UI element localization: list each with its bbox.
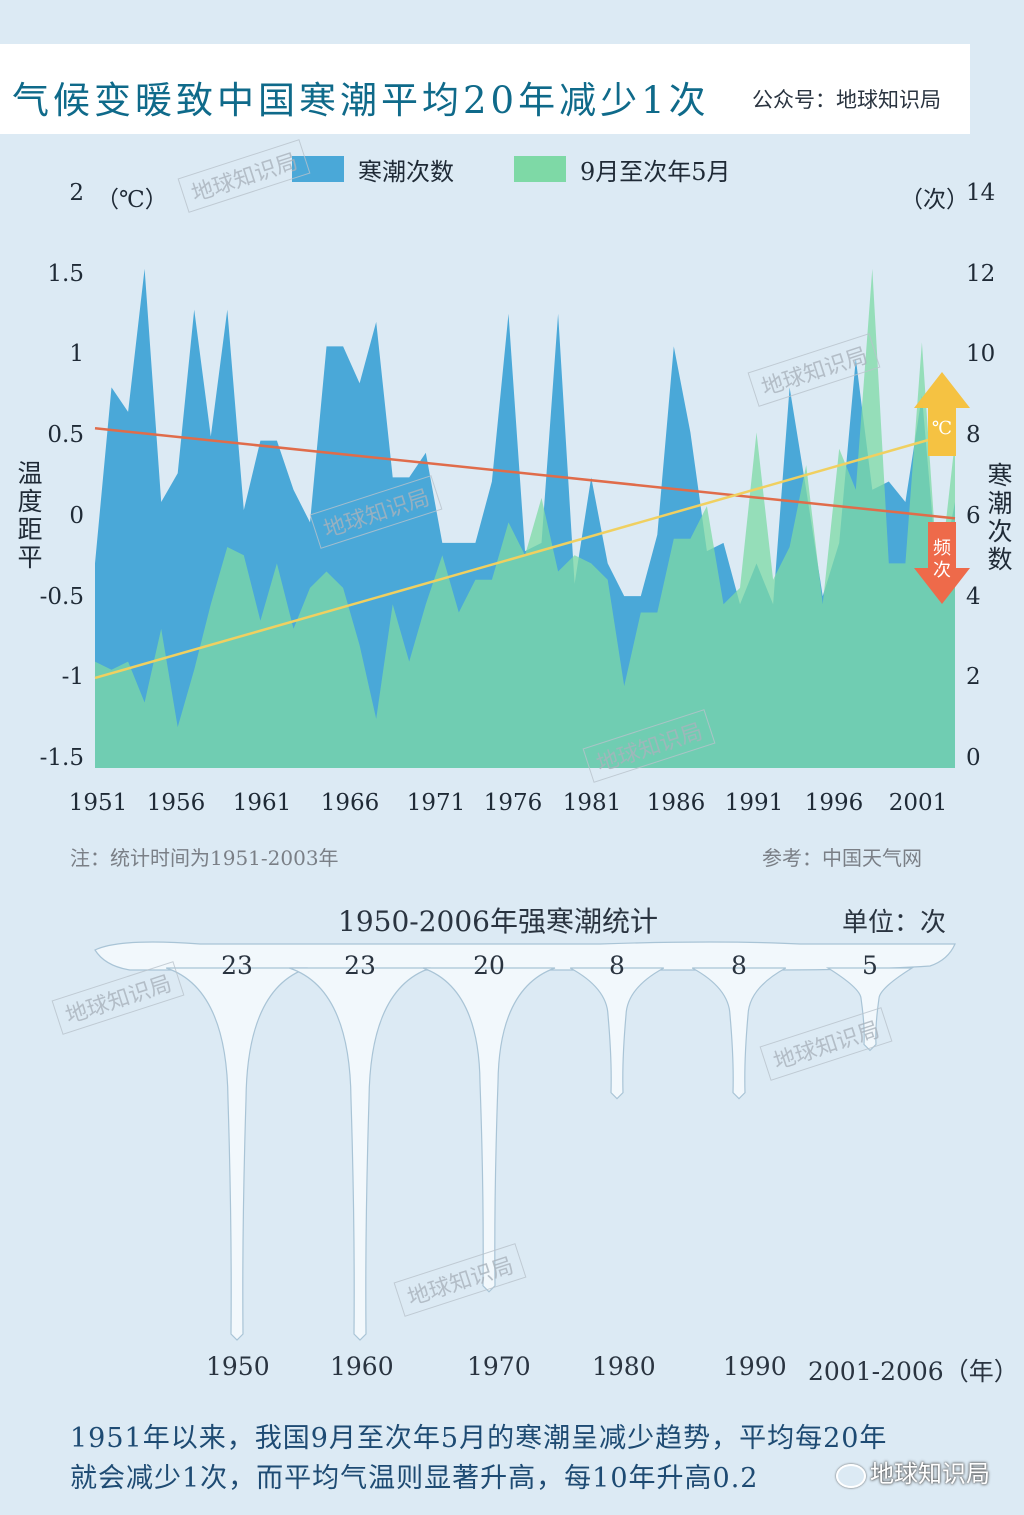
- icicle-bar: [166, 967, 308, 1341]
- legend-swatch-temperature: [514, 156, 566, 182]
- x-tick: 1961: [232, 790, 292, 816]
- right-tick: 4: [966, 584, 981, 610]
- title-bar: 气候变暖致中国寒潮平均20年减少1次 公众号：地球知识局: [0, 44, 970, 134]
- icicle-label: 1950: [206, 1352, 270, 1381]
- arrow-up-icon: [914, 372, 970, 456]
- x-tick: 1981: [562, 790, 622, 816]
- icicle-label: 1960: [330, 1352, 394, 1381]
- icicle-bar: [825, 967, 915, 1052]
- icicle-bar: [691, 967, 787, 1100]
- right-axis-unit: （次）: [900, 187, 969, 213]
- left-axis-label: 温度距平: [17, 459, 43, 572]
- cold-wave-trend-line: [94, 427, 956, 520]
- right-axis-label: 寒潮次数: [987, 461, 1013, 574]
- left-tick: 1.5: [47, 261, 84, 287]
- chart-reference: 参考：中国天气网: [762, 846, 922, 870]
- left-tick: 2: [69, 180, 84, 206]
- left-tick: -1: [61, 664, 84, 690]
- icicle-value: 23: [344, 951, 376, 980]
- left-tick: -1.5: [39, 745, 84, 771]
- arrow-up-label: ℃: [932, 418, 952, 439]
- right-tick: 10: [966, 341, 996, 367]
- x-tick: 1951: [68, 790, 128, 816]
- arrow-down-label: 频: [933, 538, 951, 559]
- temperature-trend-line: [94, 431, 956, 680]
- x-tick: 1956: [146, 790, 206, 816]
- source-label: 公众号：地球知识局: [752, 88, 941, 112]
- brand-name: 地球知识局: [870, 1460, 990, 1488]
- left-tick: 1: [69, 341, 84, 367]
- icicle-label: 2001-2006（年）: [808, 1357, 1019, 1386]
- icicle-label: 1980: [592, 1352, 656, 1381]
- brand-watermark: 地球知识局: [836, 1454, 990, 1489]
- x-tick: 1986: [646, 790, 706, 816]
- icicle-bar: [569, 967, 665, 1100]
- icicle-chart: [94, 941, 956, 1341]
- x-tick: 1976: [483, 790, 543, 816]
- legend-label-temperature: 9月至次年5月: [580, 157, 731, 186]
- legend-item-temperature: 9月至次年5月: [514, 154, 731, 186]
- x-tick: 1996: [804, 790, 864, 816]
- chat-bubble-icon: [836, 1463, 866, 1488]
- icicle-label: 1970: [467, 1352, 531, 1381]
- x-tick: 1971: [406, 790, 466, 816]
- right-tick: 6: [966, 503, 981, 529]
- page-title: 气候变暖致中国寒潮平均20年减少1次: [12, 79, 710, 122]
- arrow-down-icon: [914, 522, 970, 604]
- icicle-chart-unit: 单位：次: [842, 908, 947, 938]
- area-chart: ℃ 频次: [94, 268, 970, 768]
- x-tick: 2001: [888, 790, 948, 816]
- caption-line-1: 1951年以来，我国9月至次年5月的寒潮呈减少趋势，平均每20年: [70, 1423, 888, 1454]
- right-tick: 8: [966, 422, 981, 448]
- arrow-down-label: 次: [933, 560, 951, 581]
- chart-note: 注：统计时间为1951-2003年: [70, 846, 339, 870]
- x-tick: 1991: [724, 790, 784, 816]
- right-tick: 12: [966, 261, 996, 287]
- icicle-chart-title: 1950-2006年强寒潮统计: [338, 905, 658, 938]
- icicle-value: 23: [221, 951, 253, 980]
- legend-item-cold-wave: 寒潮次数: [292, 154, 454, 186]
- legend-label-cold-wave: 寒潮次数: [358, 157, 454, 186]
- icicle-value: 5: [862, 951, 878, 980]
- right-tick: 14: [966, 180, 996, 206]
- right-tick: 2: [966, 664, 981, 690]
- left-tick: 0.5: [47, 422, 84, 448]
- icicle-value: 20: [473, 951, 505, 980]
- icicle-value: 8: [731, 951, 747, 980]
- left-tick: -0.5: [39, 584, 84, 610]
- x-tick: 1966: [320, 790, 380, 816]
- caption-line-2: 就会减少1次，而平均气温则显著升高，每10年升高0.2: [70, 1463, 759, 1494]
- icicle-value: 8: [609, 951, 625, 980]
- icicle-bar: [422, 967, 556, 1293]
- icicle-label: 1990: [723, 1352, 787, 1381]
- legend-swatch-cold-wave: [292, 156, 344, 182]
- left-axis-unit: （℃）: [96, 187, 168, 213]
- left-tick: 0: [69, 503, 84, 529]
- icicle-bar: [289, 967, 431, 1341]
- right-tick: 0: [966, 745, 981, 771]
- temperature-area: [95, 268, 955, 768]
